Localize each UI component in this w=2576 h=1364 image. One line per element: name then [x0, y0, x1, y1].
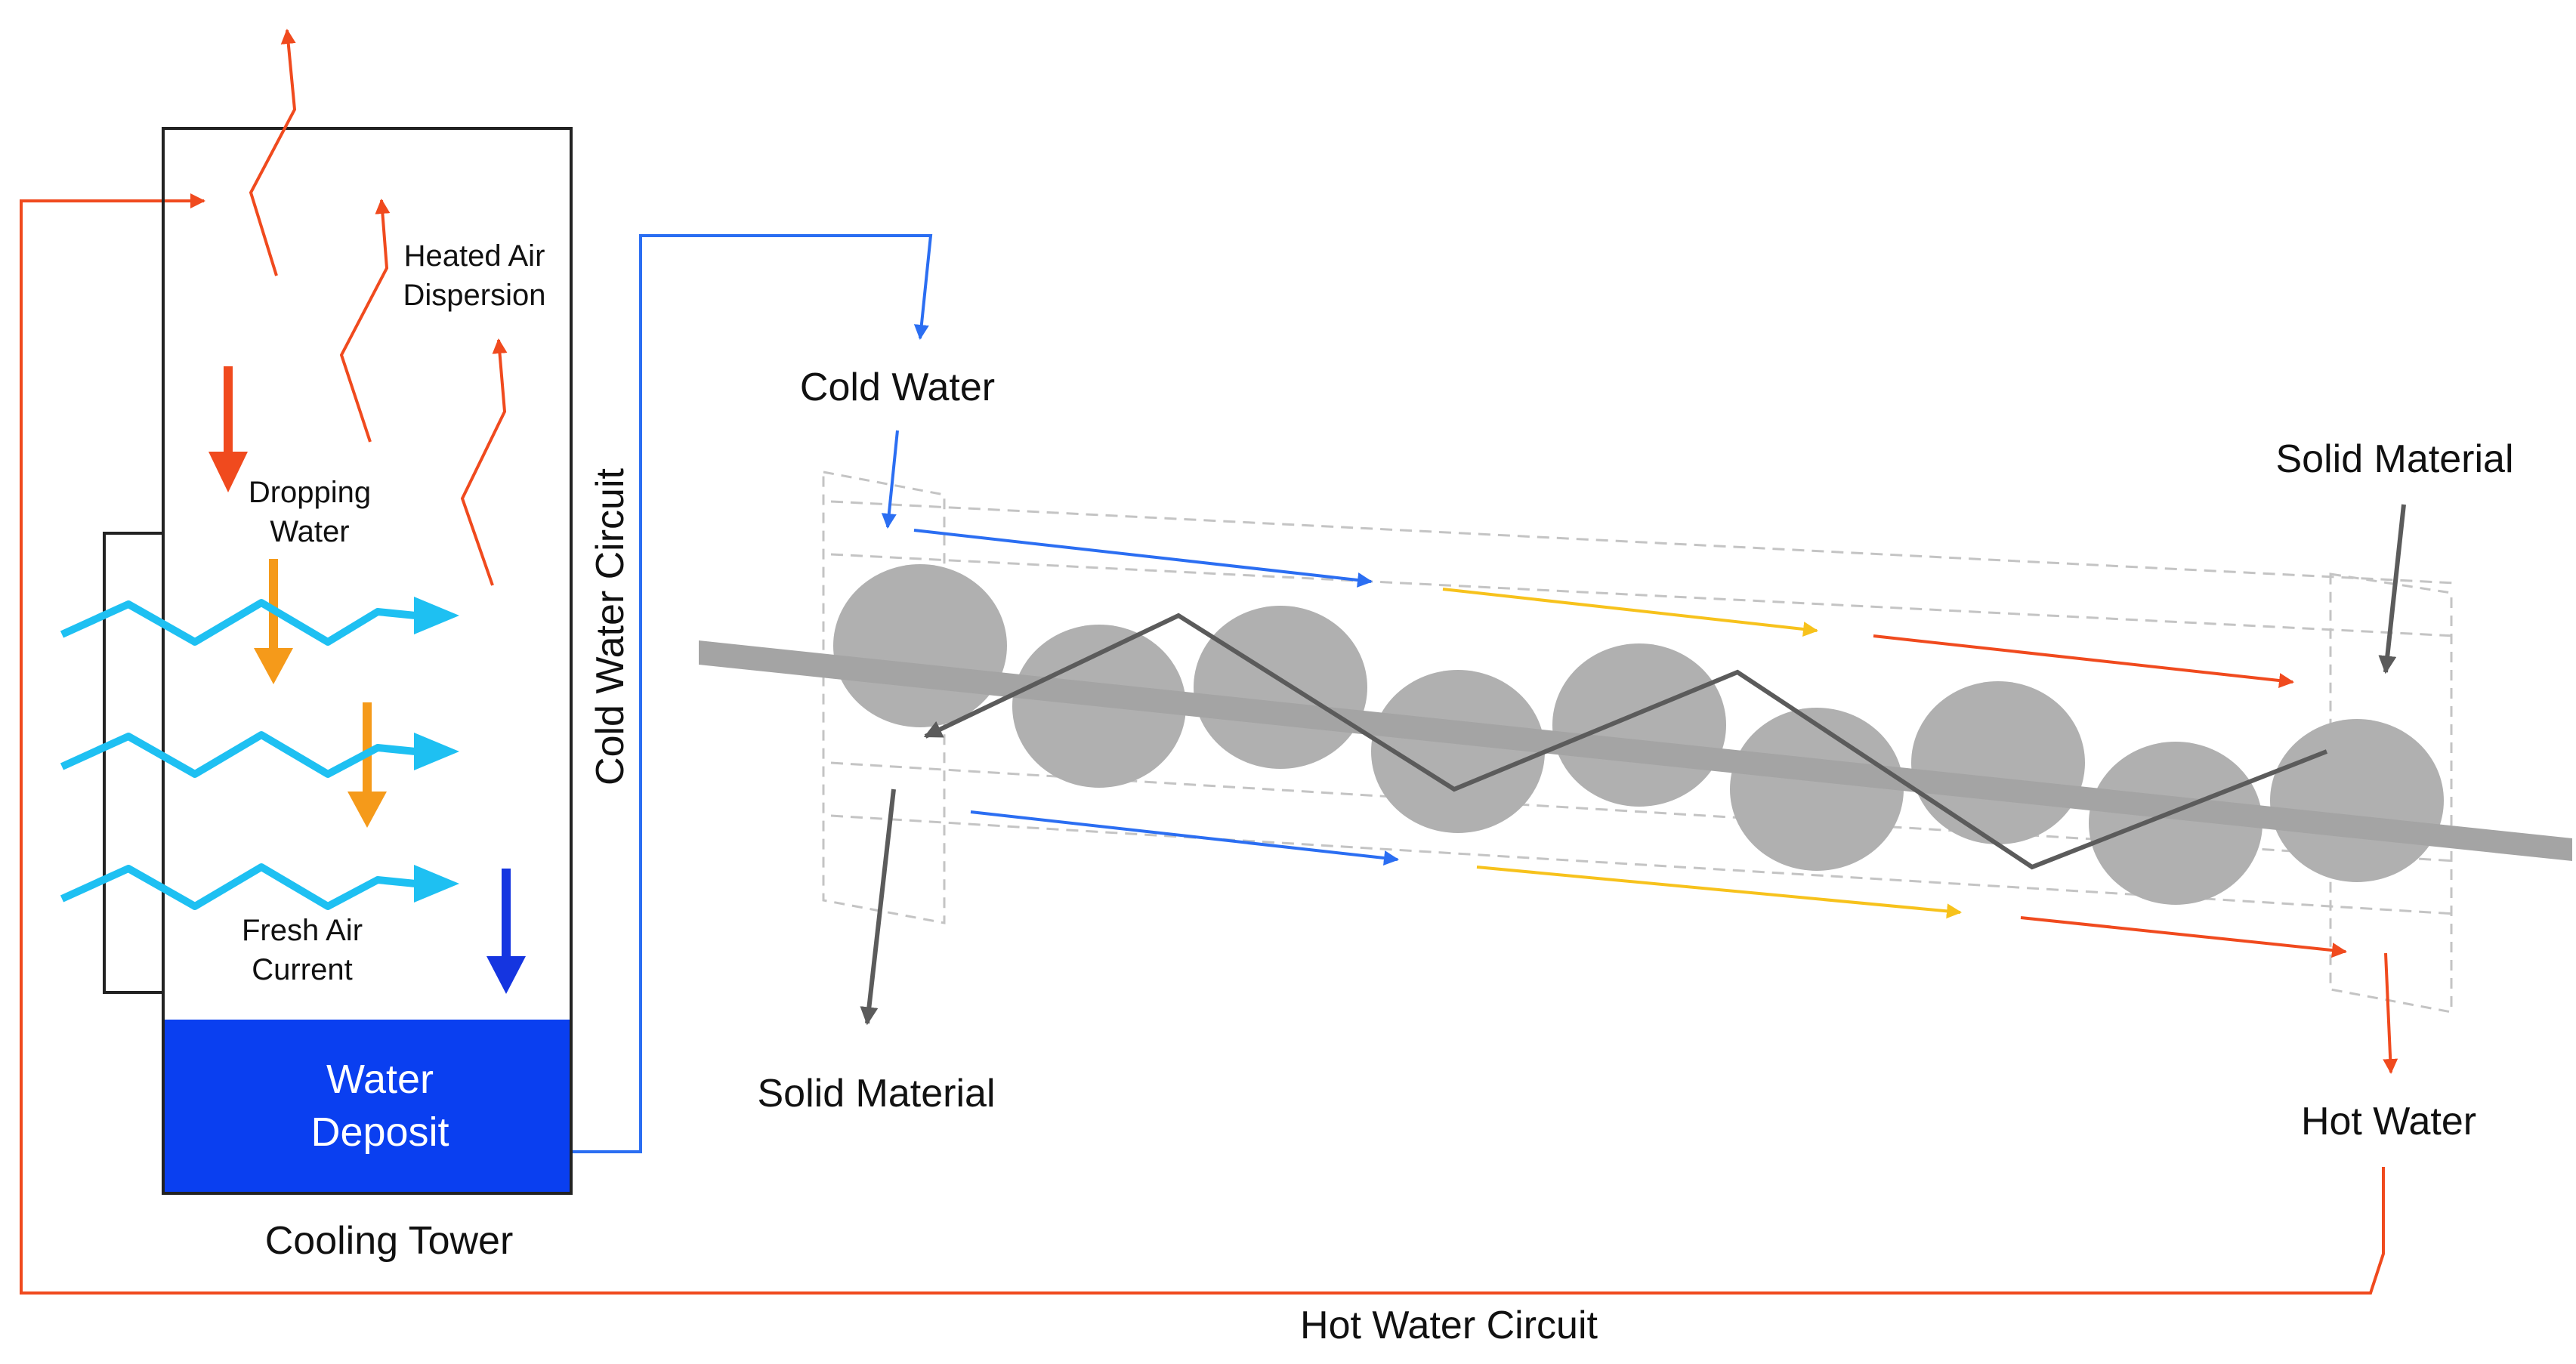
end-cap-left [822, 471, 946, 924]
hot-water-label: Hot Water [2301, 1100, 2476, 1143]
flow-arrow-hot [2020, 916, 2347, 958]
dropping-water-label: Dropping [249, 476, 371, 509]
heated-air-line [460, 338, 508, 586]
inner-wall-top [830, 553, 2456, 637]
dropping-water-label: Water [270, 515, 349, 548]
solid-material-in-label: Solid Material [2275, 437, 2513, 481]
tower-side-panel [103, 532, 165, 994]
flow-arrow-warm [1476, 866, 1962, 919]
cold-water-circuit-label: Cold Water Circuit [588, 468, 632, 785]
screw-helix-path [923, 613, 2328, 870]
water-deposit-label: Deposit [310, 1109, 449, 1155]
hot-water-circuit-line [20, 193, 2385, 1295]
dropping-water-arrow-orange [347, 702, 387, 828]
heat-exchanger [699, 471, 2572, 1014]
heated-air-label: Heated Air [404, 239, 545, 273]
cooling-tower: Heated Air Dispersion Dropping Water Fre… [60, 29, 573, 1263]
flow-arrow-hot [1873, 634, 2294, 688]
water-deposit-label: Water [326, 1057, 434, 1102]
heated-air-line [249, 29, 297, 276]
heated-air-line [339, 199, 391, 443]
solid-material-out-label: Solid Material [757, 1072, 995, 1116]
solid-material-in-arrow [2378, 504, 2406, 674]
screw-lobes [833, 564, 2444, 905]
outer-wall-top [830, 500, 2456, 585]
fresh-air-current-arrow [60, 863, 459, 910]
dropping-water-arrow-red [208, 366, 248, 492]
fresh-air-current-arrow [60, 597, 459, 646]
dropping-water-arrow-orange [254, 559, 293, 684]
flow-arrow-cold [913, 529, 1373, 588]
hot-water-outlet-arrow [2383, 952, 2398, 1074]
flow-arrow-warm [1442, 588, 1818, 637]
water-deposit [165, 1020, 570, 1192]
tower-body [162, 127, 573, 1195]
dropping-water-arrow-blue [486, 869, 526, 994]
heated-air-label: Dispersion [403, 279, 546, 312]
fresh-air-label: Fresh Air [242, 914, 363, 947]
hot-water-circuit-label: Hot Water Circuit [1300, 1304, 1598, 1347]
cold-water-label: Cold Water [800, 366, 995, 409]
solid-material-out-arrow [860, 788, 896, 1026]
cold-water-circuit-line [573, 234, 933, 1153]
conveyor-shaft [699, 640, 2572, 861]
fresh-air-label: Current [252, 953, 352, 986]
cold-water-inlet-arrow [881, 430, 899, 529]
fresh-air-current-arrow [60, 731, 459, 778]
flow-arrow-cold [970, 810, 1399, 866]
cooling-tower-label: Cooling Tower [265, 1219, 514, 1263]
